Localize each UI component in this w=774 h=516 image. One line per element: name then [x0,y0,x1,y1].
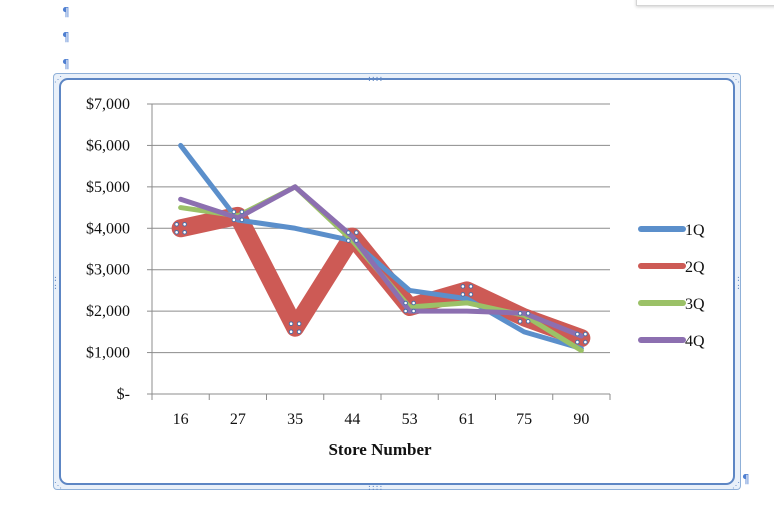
marker-dot [575,331,580,337]
legend-label: 1Q [685,222,705,239]
x-tick-label: 75 [516,411,532,428]
series-line-1q[interactable] [178,142,584,351]
x-tick-label: 27 [230,411,246,428]
resize-handle-top[interactable]: :::: [367,74,383,83]
marker-dot [354,238,359,243]
x-tick-label: 53 [402,411,418,428]
legend-item-1q[interactable]: 1Q [638,222,705,239]
y-tick-label: $4,000 [86,220,130,237]
marker-dot [182,221,187,227]
resize-handle-right[interactable]: :: [736,274,741,291]
marker-dot [583,339,588,345]
marker-dot [231,217,237,223]
legend-label: 4Q [685,333,705,350]
marker-dot [296,321,302,327]
legend-label: 2Q [685,259,705,276]
y-tick-label: $2,000 [86,303,130,320]
axes: $- $1,000 $2,000 $3,000 $4,000 $5,000 $6,000 $7… [86,96,611,428]
marker-dot [525,319,531,324]
y-tick-label: $3,000 [86,262,130,279]
resize-handle-bottom-right[interactable]: ⋰ [732,481,740,490]
resize-handle-left[interactable]: :: [53,274,58,291]
selection-marker [346,230,359,243]
marker-dot [231,209,237,215]
resize-handle-top-right[interactable]: ⋱ [732,75,740,84]
marker-dot [517,319,523,324]
y-tick-label: $6,000 [86,137,130,154]
series-lines[interactable] [171,142,591,353]
selection-marker [288,321,302,335]
marker-dot [460,292,466,297]
selection-marker [231,209,245,223]
resize-handle-bottom-left[interactable]: ⋱ [54,481,62,490]
marker-dot [296,329,302,335]
marker-dot [354,230,359,235]
x-axis-title: Store Number [328,440,432,459]
selection-marker [575,331,588,345]
marker-dot [517,311,523,316]
y-tick-label: $1,000 [86,345,130,362]
marker-dot [468,284,474,289]
selection-marker [517,311,531,324]
legend-item-4q[interactable]: 4Q [638,333,705,350]
x-tick-label: 16 [173,411,189,428]
marker-dot [411,308,416,314]
resize-handle-top-left[interactable]: ⋰ [54,75,62,84]
selection-marker [174,221,187,235]
y-tick-label: $7,000 [86,96,130,113]
legend-item-3q[interactable]: 3Q [638,296,705,313]
series-line-4q[interactable] [178,184,584,339]
marker-dot [239,217,245,223]
floating-panel-edge [636,0,774,6]
paragraph-mark: ¶ [62,30,70,44]
selection-markers [174,209,588,345]
y-tick-label: $- [117,386,130,403]
marker-dot [403,300,408,306]
resize-handle-bottom[interactable]: :::: [367,483,383,492]
marker-dot [346,230,351,235]
y-tick-label: $5,000 [86,179,130,196]
selection-marker [403,300,416,314]
marker-dot [182,229,187,235]
marker-dot [174,229,179,235]
marker-dot [460,284,466,289]
marker-dot [288,329,294,335]
gridlines [152,103,610,354]
x-tick-label: 35 [287,411,303,428]
paragraph-mark: ¶ [62,5,70,19]
x-tick-label: 90 [573,411,589,428]
marker-dot [525,311,531,316]
marker-dot [468,292,474,297]
legend[interactable]: 1Q 2Q 3Q 4Q [638,222,705,350]
selection-marker [460,284,474,297]
marker-dot [411,300,416,306]
x-tick-label: 61 [459,411,475,428]
marker-dot [346,238,351,243]
paragraph-mark: ¶ [742,472,750,486]
x-tick-label: 44 [344,411,360,428]
paragraph-mark: ¶ [62,57,70,71]
marker-dot [239,209,245,215]
marker-dot [288,321,294,327]
marker-dot [575,339,580,345]
marker-dot [174,221,179,227]
legend-item-2q[interactable]: 2Q [638,259,705,276]
marker-dot [403,308,408,314]
legend-label: 3Q [685,296,705,313]
marker-dot [583,331,588,337]
